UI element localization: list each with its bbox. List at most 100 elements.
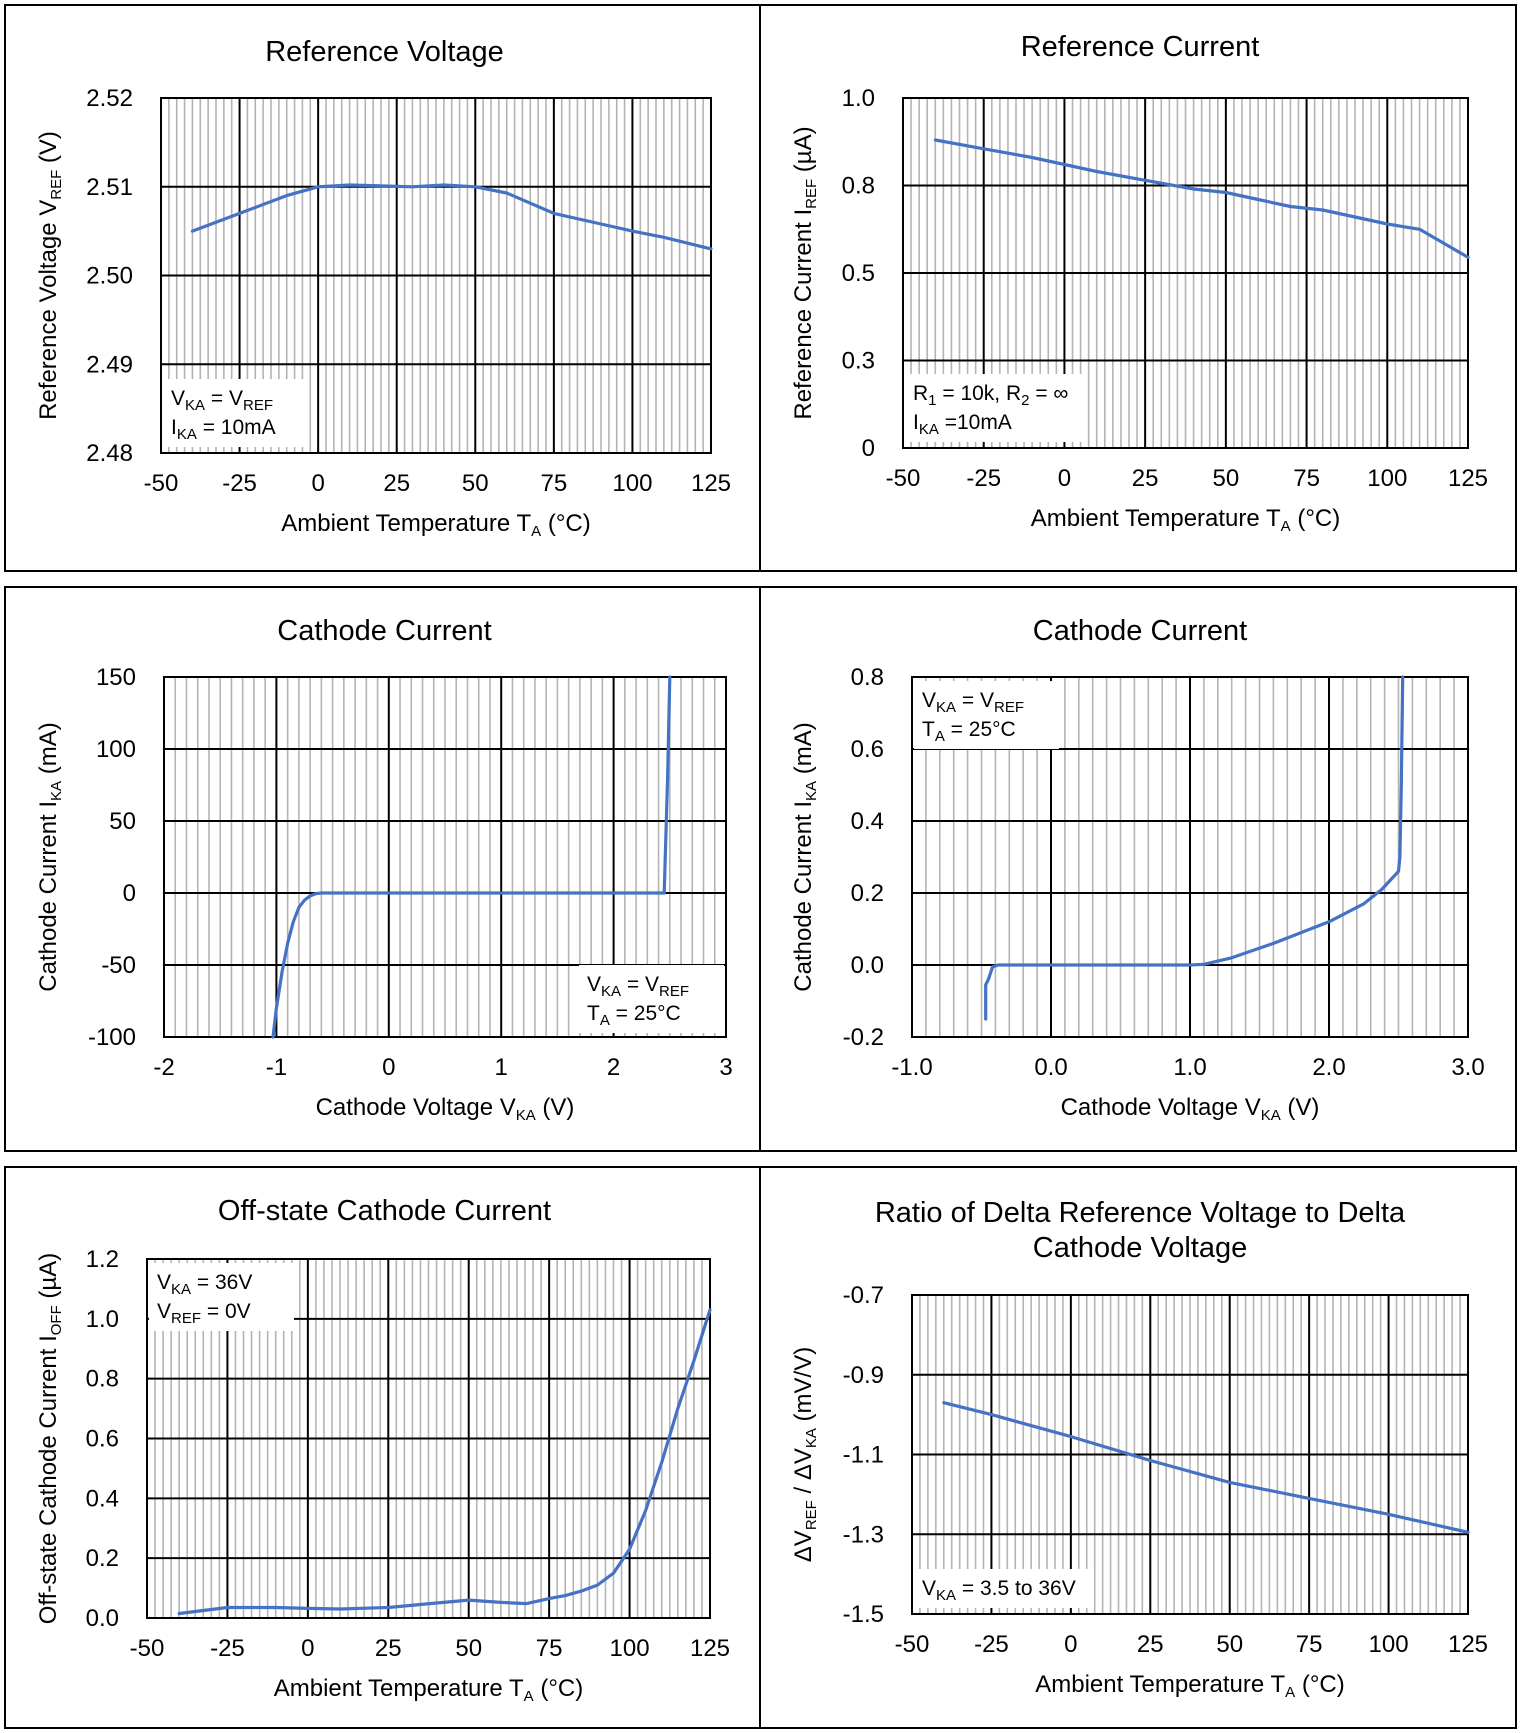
x-tick-label: 0	[1064, 1631, 1077, 1658]
label-part-tail2: = ∞	[1030, 382, 1069, 405]
label-part-tail: (V)	[35, 131, 62, 170]
chart-title: Cathode Voltage	[1033, 1232, 1247, 1264]
label-part-tail: (mA)	[790, 722, 817, 781]
label-part-sub: REF	[171, 1310, 201, 1327]
chart-svg: Cathode Current -1.0 0.0 1.0 2.0 3.0 -0.2 0.0 0.…	[790, 615, 1485, 1124]
y-tick-label: -1.1	[843, 1442, 884, 1469]
y-tick-label: 0.2	[86, 1545, 119, 1572]
x-tick-label: 2	[607, 1054, 620, 1081]
label-part-tail: =10mA	[939, 411, 1012, 434]
label-part-sub: KA	[516, 1107, 536, 1124]
label-part-sub: KA	[48, 781, 65, 801]
label-part-sub: A	[1281, 518, 1291, 535]
x-tick-label: -1	[266, 1054, 287, 1081]
label-part-main: V	[171, 387, 185, 410]
annotation-line: IKA =10mA	[913, 411, 1012, 438]
y-tick-label: 1.2	[86, 1246, 119, 1273]
label-part-tail: (V)	[536, 1094, 575, 1121]
x-tick-label: 0	[382, 1054, 395, 1081]
y-axis-label: ΔVREF / ΔVKA (mV/V)	[790, 1347, 820, 1562]
series-line	[177, 1308, 712, 1616]
label-part-sub: REF	[48, 170, 65, 200]
chart-svg: Reference Current -50 -25 0 25 50 75 100 125 0 0.3…	[790, 31, 1488, 535]
x-tick-label: 75	[541, 470, 568, 497]
chart-title: Ratio of Delta Reference Voltage to Delt…	[875, 1197, 1406, 1229]
label-part-main: Cathode Voltage V	[316, 1094, 516, 1121]
chart-title: Cathode Current	[1033, 615, 1247, 647]
x-tick-label: 100	[610, 1635, 650, 1662]
annotation-line: TA = 25°C	[587, 1002, 681, 1029]
x-tick-label: 50	[455, 1635, 482, 1662]
x-tick-label: 50	[1213, 465, 1240, 492]
label-part-main: V	[157, 1300, 171, 1323]
label-part-main: R	[913, 382, 928, 405]
x-tick-label: -25	[974, 1631, 1009, 1658]
chart-title: Cathode Current	[277, 615, 491, 647]
label-part-sub2: REF	[659, 983, 689, 1000]
chart-title: Reference Current	[1021, 31, 1260, 63]
y-tick-label: 100	[96, 736, 136, 763]
label-part-sub: REF	[803, 1500, 820, 1530]
label-part-main: Ambient Temperature T	[1031, 505, 1281, 532]
label-part-tail2: (mV/V)	[790, 1347, 817, 1428]
series-line	[271, 675, 672, 1039]
chart-title: Off-state Cathode Current	[218, 1195, 551, 1227]
label-part-tail: (°C)	[1291, 505, 1341, 532]
annotation-box	[905, 374, 1085, 442]
label-part-main: Ambient Temperature T	[1035, 1671, 1285, 1698]
grid	[902, 97, 1469, 449]
label-part-tail: = V	[621, 973, 659, 996]
label-part-main: Reference Voltage V	[35, 200, 62, 420]
label-part-sub: A	[531, 523, 541, 540]
y-tick-label: 2.52	[86, 85, 133, 112]
annotation-box	[914, 1569, 1094, 1608]
x-tick-label: 125	[690, 1635, 730, 1662]
label-part-tail: (°C)	[534, 1675, 584, 1702]
label-part-tail: / ΔV	[790, 1448, 817, 1500]
annotation-line: VKA = VREF	[587, 973, 689, 1000]
label-part-sub: 1	[928, 392, 936, 409]
label-part-tail: = 3.5 to 36V	[956, 1577, 1076, 1600]
label-part-sub2: REF	[994, 699, 1024, 716]
label-part-tail: = 25°C	[945, 718, 1016, 741]
y-tick-label: 1.0	[842, 85, 875, 112]
y-axis-label: Reference Current IREF (µA)	[790, 126, 820, 419]
x-tick-label: 3.0	[1451, 1054, 1484, 1081]
label-part-main: Off-state Cathode Current I	[35, 1335, 62, 1624]
label-part-tail: = V	[205, 387, 243, 410]
annotation-line: VKA = 36V	[157, 1271, 252, 1298]
chart-svg: Ratio of Delta Reference Voltage to Delt…	[790, 1197, 1488, 1701]
label-part-sub: KA	[803, 781, 820, 801]
x-tick-label: 50	[462, 470, 489, 497]
label-part-sub: A	[524, 1688, 534, 1705]
plot-frame	[902, 97, 1469, 449]
chart-panel-reference-current: Reference Current -50 -25 0 25 50 75 100 125 0 0.3…	[759, 4, 1517, 572]
x-tick-label: -25	[966, 465, 1001, 492]
x-tick-label: -25	[222, 470, 257, 497]
y-tick-label: -0.9	[843, 1362, 884, 1389]
label-part-main: Cathode Voltage V	[1061, 1094, 1261, 1121]
chart-panel-reference-voltage: Reference Voltage -50 -25 0 25 50 75 100 125 2.48…	[4, 4, 761, 572]
series-line	[984, 675, 1405, 1021]
chart-svg: Reference Voltage -50 -25 0 25 50 75 100 125 2.48…	[35, 36, 731, 540]
x-tick-label: 1	[495, 1054, 508, 1081]
label-part-main: V	[922, 1577, 936, 1600]
label-part-main: T	[922, 718, 935, 741]
plot-frame	[160, 97, 712, 454]
series-line	[190, 183, 713, 251]
x-tick-label: 125	[1448, 1631, 1488, 1658]
label-part-sub: REF	[803, 179, 820, 209]
plot-frame	[163, 676, 727, 1038]
label-part-tail: (µA)	[35, 1253, 62, 1306]
x-tick-label: -2	[153, 1054, 174, 1081]
label-part-tail: (mA)	[35, 722, 62, 781]
label-part-tail: (V)	[1281, 1094, 1320, 1121]
chart-panel-cathode-current-zoom: Cathode Current -1.0 0.0 1.0 2.0 3.0 -0.2 0.0 0.…	[759, 586, 1517, 1152]
y-tick-label: 0.8	[86, 1366, 119, 1393]
y-tick-label: 0.8	[851, 664, 884, 691]
y-tick-label: 0	[123, 880, 136, 907]
label-part-main: Ambient Temperature T	[274, 1675, 524, 1702]
label-part-main: Ambient Temperature T	[281, 510, 531, 537]
annotation-line: VKA = VREF	[171, 387, 273, 414]
label-part-tail: = 10k, R	[937, 382, 1022, 405]
